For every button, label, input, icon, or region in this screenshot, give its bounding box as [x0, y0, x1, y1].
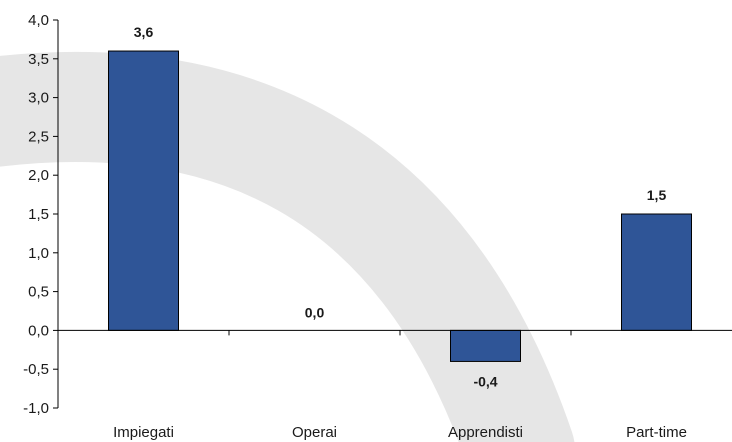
data-label: 1,5 [647, 187, 667, 203]
data-label: -0,4 [473, 373, 497, 389]
x-axis [58, 329, 732, 336]
data-label: 3,6 [134, 24, 154, 40]
y-tick-label: -0,5 [23, 361, 49, 378]
y-tick-label: 1,0 [28, 245, 49, 262]
watermark-arc-shape [0, 51, 574, 442]
watermark-arc [0, 51, 574, 442]
y-tick-label: 4,0 [28, 12, 49, 29]
category-label: Operai [292, 424, 337, 441]
y-tick-label: 3,0 [28, 90, 49, 107]
y-tick-label: 2,5 [28, 128, 49, 145]
y-tick-label: 1,5 [28, 206, 49, 223]
bar-part-time [621, 213, 692, 331]
y-tick-label: -1,0 [23, 400, 49, 417]
data-labels: 3,6 0,0 -0,4 1,5 [134, 24, 667, 389]
category-label: Part-time [626, 424, 687, 441]
y-tick-label: 3,5 [28, 51, 49, 68]
bar-impiegati [108, 50, 179, 331]
bars [108, 50, 692, 362]
y-tick-label: 0,0 [28, 322, 49, 339]
data-label: 0,0 [305, 304, 325, 320]
y-axis: 4,0 3,5 3,0 2,5 2,0 1,5 1,0 0,5 0,0 -0,5 -1,0 [23, 12, 59, 417]
bar-apprendisti [450, 329, 521, 362]
y-tick-label: 0,5 [28, 284, 49, 301]
category-label: Impiegati [113, 424, 174, 441]
y-tick-label: 2,0 [28, 167, 49, 184]
category-label: Apprendisti [448, 424, 523, 441]
category-labels: Impiegati Operai Apprendisti Part-time [113, 424, 687, 441]
